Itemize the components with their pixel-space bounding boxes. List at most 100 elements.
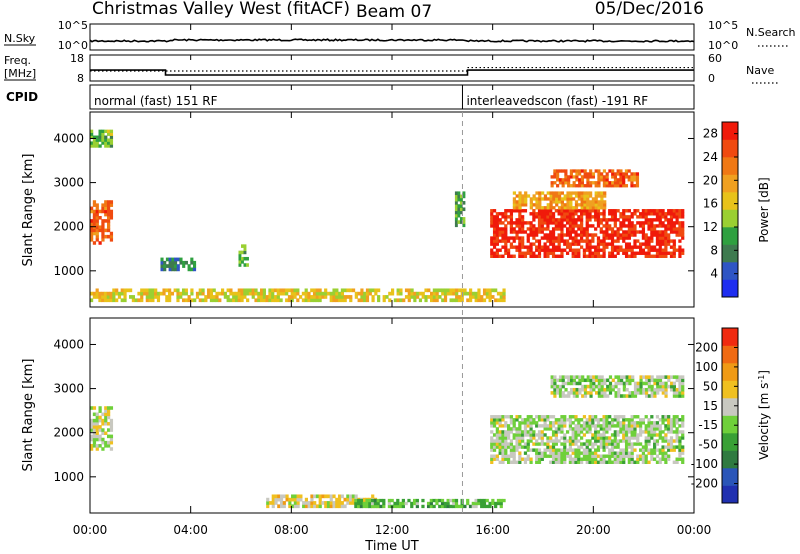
- velocity-cell: [631, 391, 635, 395]
- colorbar-swatch: [722, 485, 738, 504]
- power-cell: [502, 295, 506, 299]
- velocity-cell: [583, 394, 588, 398]
- velocity-cell: [641, 418, 646, 422]
- power-cell: [521, 242, 525, 246]
- colorbar-tick-label: -15: [698, 418, 718, 432]
- power-cell: [101, 206, 105, 211]
- power-cell: [538, 203, 542, 207]
- power-cell: [492, 215, 497, 219]
- velocity-cell: [421, 498, 425, 503]
- power-cell: [622, 181, 626, 185]
- power-cell: [104, 212, 108, 217]
- velocity-cell: [495, 418, 499, 422]
- velocity-cell: [563, 454, 567, 458]
- velocity-cell: [410, 501, 414, 506]
- power-cell: [661, 251, 665, 255]
- power-cell: [529, 233, 533, 237]
- power-cell: [627, 175, 631, 179]
- velocity-cell: [614, 391, 618, 395]
- velocity-cell: [594, 433, 598, 437]
- velocity-cell: [561, 391, 565, 395]
- power-cell: [307, 295, 311, 299]
- velocity-cell: [438, 504, 442, 509]
- velocity-cell: [656, 391, 660, 395]
- velocity-cell: [504, 457, 508, 461]
- power-cell: [610, 254, 615, 258]
- velocity-cell: [575, 387, 579, 392]
- velocity-cell: [645, 391, 649, 395]
- power-cell: [554, 224, 558, 228]
- velocity-cell: [655, 439, 660, 443]
- velocity-cell: [570, 391, 574, 395]
- power-cell: [438, 295, 442, 299]
- velocity-cell: [613, 445, 617, 449]
- power-cell: [560, 206, 564, 210]
- power-cell: [557, 209, 561, 213]
- velocity-cell: [98, 437, 102, 442]
- power-cell: [541, 191, 545, 195]
- velocity-cell: [571, 433, 575, 437]
- velocity-cell: [507, 424, 511, 428]
- power-cell: [546, 233, 550, 237]
- velocity-cell: [585, 439, 589, 443]
- velocity-cell: [577, 427, 581, 431]
- power-cell: [279, 298, 283, 303]
- power-cell: [664, 227, 668, 231]
- velocity-cell: [613, 439, 617, 443]
- power-cell: [575, 175, 579, 179]
- velocity-cell: [595, 378, 599, 383]
- velocity-cell: [681, 436, 685, 440]
- power-cell: [441, 291, 445, 296]
- velocity-cell: [602, 460, 606, 464]
- cpid-segment-label: interleavedscon (fast) -191 RF: [466, 94, 648, 108]
- power-cell: [462, 194, 466, 199]
- velocity-cell: [624, 418, 629, 422]
- velocity-cell: [667, 415, 671, 419]
- power-cell: [148, 291, 152, 296]
- power-cell: [551, 254, 556, 258]
- velocity-cell: [624, 427, 629, 431]
- power-cell: [602, 242, 606, 246]
- velocity-cell: [271, 494, 275, 499]
- velocity-cell: [518, 430, 522, 434]
- velocity-cell: [624, 424, 629, 428]
- power-cell: [507, 251, 511, 255]
- power-cell: [571, 209, 575, 213]
- power-cell: [664, 212, 668, 216]
- power-cell: [156, 298, 161, 303]
- velocity-cell: [332, 504, 336, 509]
- power-cell: [232, 295, 236, 299]
- velocity-cell: [95, 412, 99, 417]
- power-cell: [551, 230, 556, 234]
- velocity-cell: [518, 442, 522, 446]
- velocity-cell: [575, 394, 579, 398]
- velocity-cell: [537, 448, 542, 452]
- power-cell: [556, 184, 560, 188]
- velocity-cell: [661, 384, 665, 389]
- velocity-cell: [543, 421, 547, 425]
- velocity-cell: [619, 427, 623, 431]
- velocity-cell: [354, 501, 358, 506]
- velocity-cell: [92, 418, 97, 423]
- velocity-cell: [583, 378, 588, 383]
- velocity-cell: [543, 418, 547, 422]
- power-cell: [602, 178, 607, 182]
- velocity-cell: [543, 415, 547, 419]
- power-cell: [638, 215, 643, 219]
- power-cell: [540, 209, 544, 213]
- velocity-cell: [586, 391, 590, 395]
- velocity-cell: [393, 504, 397, 509]
- power-cell: [574, 239, 578, 243]
- power-cell: [482, 288, 487, 293]
- velocity-cell: [101, 418, 105, 423]
- velocity-cell: [485, 498, 489, 503]
- velocity-cell: [656, 384, 660, 389]
- power-cell: [597, 169, 601, 173]
- velocity-cell: [490, 415, 494, 419]
- power-cell: [568, 230, 572, 234]
- power-cell: [669, 251, 674, 255]
- power-cell: [535, 212, 539, 216]
- power-cell: [543, 245, 547, 249]
- velocity-cell: [622, 451, 626, 455]
- velocity-cell: [109, 406, 114, 410]
